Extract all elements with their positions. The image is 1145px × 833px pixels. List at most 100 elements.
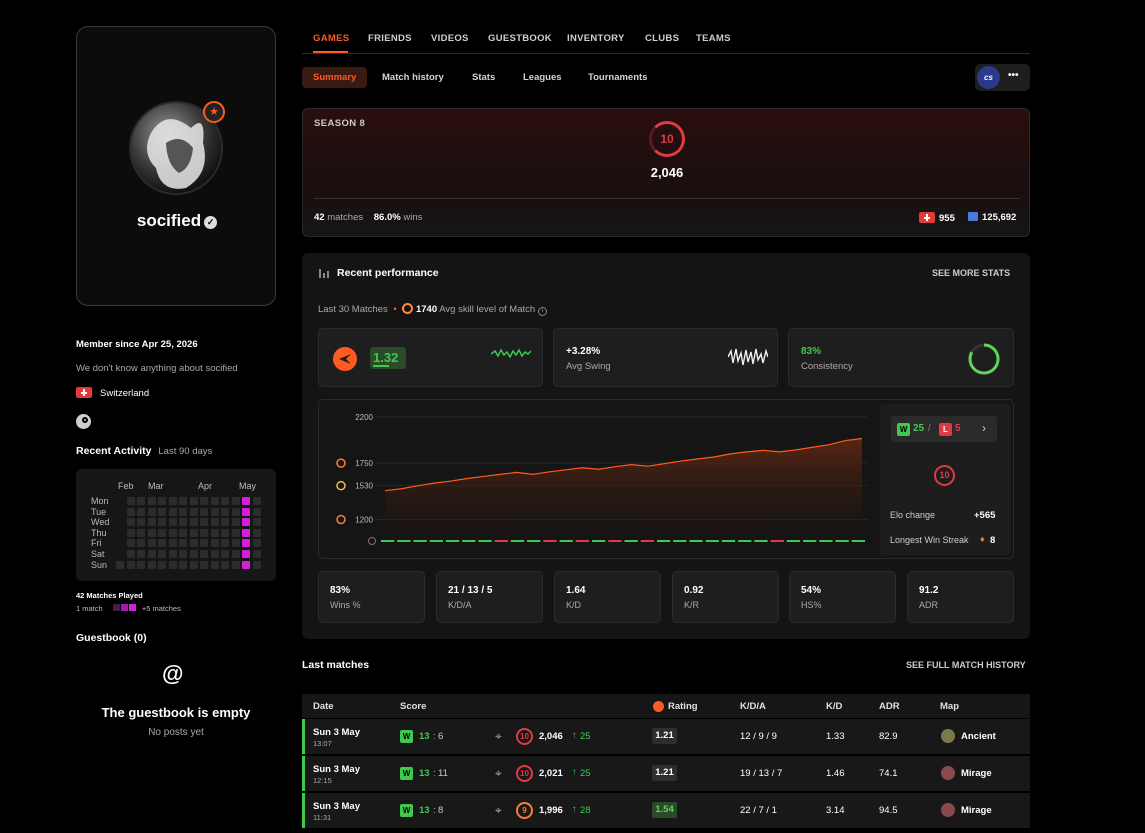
activity-cell[interactable] (179, 550, 187, 558)
see-more-stats-link[interactable]: SEE MORE STATS (932, 268, 1011, 278)
tab-inventory[interactable]: INVENTORY (567, 33, 625, 44)
activity-cell[interactable] (252, 560, 261, 569)
activity-cell[interactable] (137, 497, 145, 505)
activity-cell[interactable] (210, 528, 219, 537)
table-row[interactable]: Sun 3 May 12:15 W 13:11 ⌖ 10 2,021 ↑ 25 1.21 19 / … (302, 756, 1030, 791)
activity-cell[interactable] (179, 528, 187, 537)
subtab-leagues[interactable]: Leagues (523, 72, 562, 83)
activity-cell[interactable] (137, 528, 145, 537)
activity-cell[interactable] (137, 518, 145, 527)
table-row[interactable]: Sun 3 May 11:31 W 13:8 ⌖ 9 1,996 ↑ 28 1.54 22 / 7 … (302, 793, 1030, 828)
activity-cell[interactable] (126, 497, 135, 505)
activity-cell[interactable] (158, 518, 166, 527)
activity-cell[interactable] (158, 560, 166, 569)
activity-cell[interactable] (147, 518, 156, 527)
game-selector[interactable]: cs ••• (975, 64, 1030, 91)
activity-cell[interactable] (158, 528, 166, 537)
activity-cell[interactable] (116, 560, 124, 569)
activity-cell[interactable] (158, 539, 166, 548)
activity-cell[interactable] (168, 560, 177, 569)
activity-cell[interactable] (200, 518, 208, 527)
activity-cell[interactable] (168, 528, 177, 537)
subtab-summary[interactable]: Summary (302, 67, 368, 88)
activity-cell[interactable] (242, 518, 250, 527)
activity-cell[interactable] (126, 550, 135, 558)
tab-games[interactable]: GAMES (313, 33, 350, 44)
activity-cell[interactable] (252, 539, 261, 548)
activity-cell[interactable] (210, 497, 219, 505)
activity-cell[interactable] (158, 507, 166, 516)
activity-cell[interactable] (221, 528, 229, 537)
activity-cell[interactable] (168, 507, 177, 516)
activity-cell[interactable] (147, 507, 156, 516)
activity-cell[interactable] (126, 518, 135, 527)
activity-cell[interactable] (231, 518, 240, 527)
activity-cell[interactable] (231, 507, 240, 516)
activity-cell[interactable] (126, 539, 135, 548)
activity-cell[interactable] (147, 539, 156, 548)
subtab-tournaments[interactable]: Tournaments (588, 72, 648, 83)
table-row[interactable]: Sun 3 May 13:07 W 13:6 ⌖ 10 2,046 ↑ 25 1.21 12 / 9… (302, 719, 1030, 754)
activity-cell[interactable] (242, 507, 250, 516)
activity-cell[interactable] (126, 528, 135, 537)
activity-cell[interactable] (231, 550, 240, 558)
tab-clubs[interactable]: CLUBS (645, 33, 680, 44)
steam-icon[interactable] (76, 414, 91, 429)
activity-cell[interactable] (189, 497, 198, 505)
activity-cell[interactable] (221, 560, 229, 569)
activity-cell[interactable] (168, 550, 177, 558)
tab-friends[interactable]: FRIENDS (368, 33, 412, 44)
activity-cell[interactable] (189, 528, 198, 537)
activity-cell[interactable] (179, 539, 187, 548)
activity-cell[interactable] (200, 560, 208, 569)
subtab-match-history[interactable]: Match history (382, 72, 444, 83)
activity-cell[interactable] (179, 518, 187, 527)
activity-cell[interactable] (137, 507, 145, 516)
activity-cell[interactable] (252, 550, 261, 558)
tab-videos[interactable]: VIDEOS (431, 33, 469, 44)
activity-cell[interactable] (137, 539, 145, 548)
activity-cell[interactable] (252, 507, 261, 516)
activity-cell[interactable] (252, 497, 261, 505)
see-full-history-link[interactable]: SEE FULL MATCH HISTORY (906, 660, 1026, 670)
activity-cell[interactable] (137, 560, 145, 569)
activity-cell[interactable] (189, 507, 198, 516)
activity-cell[interactable] (189, 550, 198, 558)
activity-cell[interactable] (126, 560, 135, 569)
activity-cell[interactable] (158, 497, 166, 505)
activity-cell[interactable] (158, 550, 166, 558)
activity-cell[interactable] (242, 497, 250, 505)
activity-cell[interactable] (147, 560, 156, 569)
activity-cell[interactable] (210, 560, 219, 569)
activity-cell[interactable] (252, 518, 261, 527)
activity-cell[interactable] (242, 550, 250, 558)
activity-cell[interactable] (200, 539, 208, 548)
activity-cell[interactable] (147, 528, 156, 537)
subtab-stats[interactable]: Stats (472, 72, 496, 83)
activity-cell[interactable] (231, 560, 240, 569)
activity-cell[interactable] (210, 550, 219, 558)
activity-cell[interactable] (221, 539, 229, 548)
activity-cell[interactable] (168, 497, 177, 505)
activity-cell[interactable] (242, 539, 250, 548)
activity-cell[interactable] (189, 560, 198, 569)
activity-cell[interactable] (200, 507, 208, 516)
activity-cell[interactable] (252, 528, 261, 537)
activity-cell[interactable] (200, 550, 208, 558)
info-icon[interactable]: i (537, 307, 547, 316)
activity-cell[interactable] (168, 539, 177, 548)
activity-cell[interactable] (242, 528, 250, 537)
activity-cell[interactable] (200, 528, 208, 537)
activity-cell[interactable] (168, 518, 177, 527)
activity-cell[interactable] (147, 497, 156, 505)
activity-cell[interactable] (179, 560, 187, 569)
activity-cell[interactable] (179, 507, 187, 516)
activity-cell[interactable] (231, 497, 240, 505)
activity-cell[interactable] (231, 539, 240, 548)
activity-cell[interactable] (221, 497, 229, 505)
activity-cell[interactable] (221, 507, 229, 516)
activity-cell[interactable] (189, 518, 198, 527)
win-loss-selector[interactable]: W 25 / L 5 › (891, 416, 997, 442)
activity-cell[interactable] (210, 539, 219, 548)
activity-cell[interactable] (221, 518, 229, 527)
